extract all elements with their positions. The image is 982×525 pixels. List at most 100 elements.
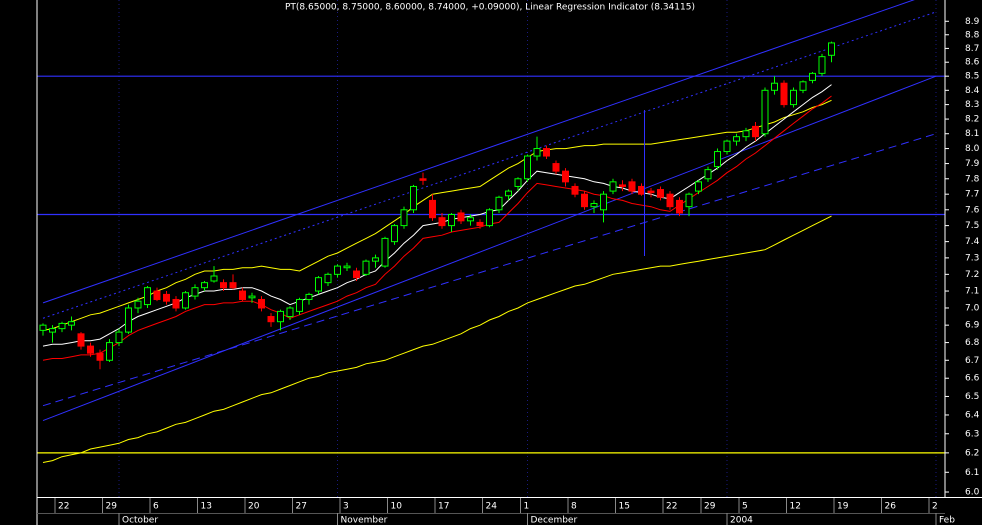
y-tick-label: 8.0 — [965, 144, 980, 154]
candle-body — [723, 140, 731, 153]
y-tick-label: 8.5 — [965, 72, 979, 82]
x-tick-label: 29 — [106, 502, 118, 512]
candle-body — [609, 181, 617, 192]
candle-body — [77, 333, 85, 347]
candle-body — [400, 209, 408, 227]
plot-area — [37, 0, 945, 497]
y-tick-label: 7.0 — [965, 303, 980, 313]
candle-body — [657, 189, 664, 198]
candle-body — [514, 178, 522, 187]
candle-body — [771, 82, 778, 91]
candle-body — [714, 151, 721, 168]
candle-body — [695, 181, 702, 192]
month-label: 2004 — [730, 516, 753, 525]
y-tick-label: 8.3 — [965, 100, 979, 110]
candle-body — [315, 277, 322, 292]
y-tick-label: 6.8 — [965, 338, 980, 348]
y-tick-label: 8.7 — [965, 44, 979, 54]
candle-body — [448, 214, 455, 227]
y-tick-label: 8.1 — [965, 129, 979, 139]
candle-body — [296, 298, 303, 312]
candle-body — [628, 181, 636, 192]
candle-body — [828, 42, 835, 56]
candle-body — [229, 282, 237, 289]
candle-body — [647, 190, 655, 194]
candle-body — [391, 225, 398, 243]
candle-body — [495, 196, 503, 211]
candle-body — [780, 82, 788, 106]
candle-body — [267, 316, 275, 323]
candle-body — [115, 331, 123, 344]
candle-body — [49, 328, 56, 333]
y-tick-label: 7.2 — [965, 270, 979, 280]
y-tick-label: 7.6 — [965, 205, 980, 215]
x-tick-label: 20 — [248, 502, 260, 512]
candle-body — [191, 287, 199, 297]
candle-body — [410, 185, 417, 211]
candle-body — [39, 324, 47, 331]
candle-body — [334, 265, 341, 275]
candle-body — [210, 275, 218, 282]
candle-body — [505, 190, 512, 197]
candle-body — [419, 178, 427, 181]
candle-body — [134, 300, 142, 309]
candle-body — [144, 287, 151, 306]
x-tick-label: 24 — [486, 502, 498, 512]
candle-body — [220, 282, 227, 289]
candle-body — [172, 298, 180, 309]
y-tick-label: 6.4 — [965, 410, 980, 420]
indicator-line — [42, 215, 832, 463]
candle-body — [533, 148, 541, 157]
y-tick-label: 8.4 — [965, 86, 980, 96]
y-tick-label: 7.3 — [965, 253, 979, 263]
candle-body — [324, 273, 332, 284]
y-tick-label: 7.9 — [965, 159, 980, 169]
candle-body — [305, 293, 313, 300]
candle-body — [486, 209, 493, 227]
x-tick-label: 26 — [885, 502, 897, 512]
candle-body — [543, 148, 550, 157]
candle-body — [362, 260, 370, 275]
candle-body — [619, 184, 626, 187]
candle-body — [790, 89, 797, 106]
candle-body — [258, 298, 265, 309]
x-tick-label: 1 — [524, 502, 530, 512]
candle-body — [201, 282, 208, 289]
month-label: Feb — [939, 516, 955, 525]
month-label: November — [341, 516, 388, 525]
x-tick-label: 2 — [932, 502, 938, 512]
candle-body — [581, 193, 588, 208]
trend-line — [42, 0, 915, 304]
candle-body — [704, 169, 712, 180]
y-tick-label: 6.5 — [965, 392, 979, 402]
x-tick-label: 27 — [296, 502, 307, 512]
candle-body — [676, 199, 683, 214]
y-tick-label: 7.4 — [965, 237, 980, 247]
x-tick-label: 12 — [790, 502, 801, 512]
candle-body — [752, 125, 759, 138]
trend-line — [42, 11, 937, 319]
candle-body — [372, 257, 379, 262]
y-tick-label: 8.8 — [965, 30, 980, 40]
candle-body — [809, 72, 816, 81]
x-tick-label: 15 — [619, 502, 630, 512]
candle-body — [286, 307, 294, 318]
candle-body — [438, 217, 446, 227]
candle-body — [457, 212, 465, 222]
y-tick-label: 8.9 — [965, 17, 980, 27]
x-tick-label: 29 — [704, 502, 716, 512]
candle-body — [163, 293, 170, 302]
candle-body — [182, 292, 189, 309]
candle-body — [476, 221, 484, 227]
x-tick-label: 22 — [58, 502, 69, 512]
candle-body — [68, 321, 75, 326]
candle-body — [638, 185, 645, 195]
candle-body — [552, 163, 560, 172]
y-tick-label: 6.6 — [965, 374, 980, 384]
month-label: October — [122, 516, 158, 525]
candle-body — [381, 237, 389, 267]
candle-body — [733, 136, 740, 142]
